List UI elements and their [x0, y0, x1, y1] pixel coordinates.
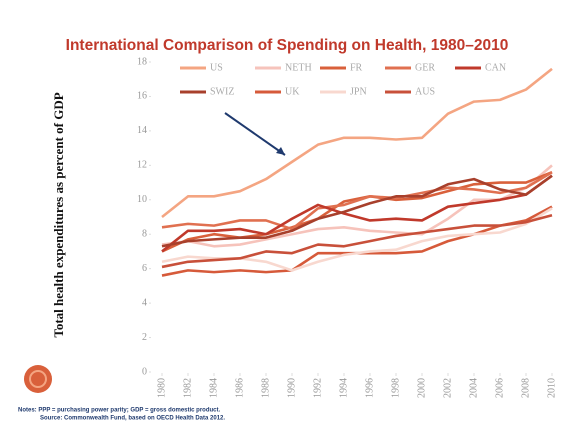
y-tick-label: 2 [142, 332, 147, 343]
legend-label: JPN [350, 86, 367, 97]
legend-label: FR [350, 62, 363, 73]
legend-label: NETH [285, 62, 312, 73]
x-tick-label: 2002 [442, 378, 453, 398]
y-tick-label: 14 [137, 125, 147, 136]
source: Source: Commonwealth Fund, based on OECD… [40, 416, 225, 422]
series-line [161, 67, 553, 219]
y-tick-label: 16 [137, 91, 147, 102]
series-line [161, 174, 553, 253]
x-tick-label: 2000 [416, 378, 427, 398]
x-tick-label: 1994 [338, 378, 349, 398]
legend-label: UK [285, 86, 300, 97]
y-tick-label: 4 [142, 297, 147, 308]
y-tick-label: 8 [142, 229, 147, 240]
y-tick-label: 6 [142, 263, 147, 274]
x-tick-label: 1988 [260, 378, 271, 398]
x-tick-label: 1992 [312, 378, 323, 398]
y-tick-label: 12 [137, 160, 147, 171]
series-line [161, 164, 553, 248]
x-tick-label: 2010 [546, 378, 557, 398]
y-tick-label: 10 [137, 194, 147, 205]
y-tick-label: 18 [137, 56, 147, 67]
x-tick-label: 1980 [156, 378, 167, 398]
notes: Notes: PPP = purchasing power parity; GD… [18, 408, 220, 414]
series-line [161, 171, 553, 231]
arrow [224, 112, 286, 156]
legend-label: AUS [415, 86, 435, 97]
legend-label: GER [415, 62, 435, 73]
series-line [161, 214, 553, 269]
legend-label: CAN [485, 62, 506, 73]
chart-title: International Comparison of Spending on … [66, 37, 509, 54]
x-tick-label: 1984 [208, 378, 219, 398]
x-tick-label: 2008 [520, 378, 531, 398]
x-tick-label: 1996 [364, 378, 375, 398]
x-tick-label: 1990 [286, 378, 297, 398]
x-tick-label: 1986 [234, 378, 245, 398]
logo-ring [29, 370, 47, 388]
legend-label: SWIZ [210, 86, 234, 97]
series-line [161, 174, 553, 248]
x-tick-label: 1982 [182, 378, 193, 398]
legend-label: US [210, 62, 223, 73]
arrow-head [276, 147, 285, 155]
x-tick-label: 2006 [494, 378, 505, 398]
x-tick-label: 1998 [390, 378, 401, 398]
y-axis-label: Total health expenditures as percent of … [51, 92, 66, 337]
x-tick-label: 2004 [468, 378, 479, 398]
y-tick-label: 0 [142, 366, 147, 377]
logo [24, 365, 52, 393]
